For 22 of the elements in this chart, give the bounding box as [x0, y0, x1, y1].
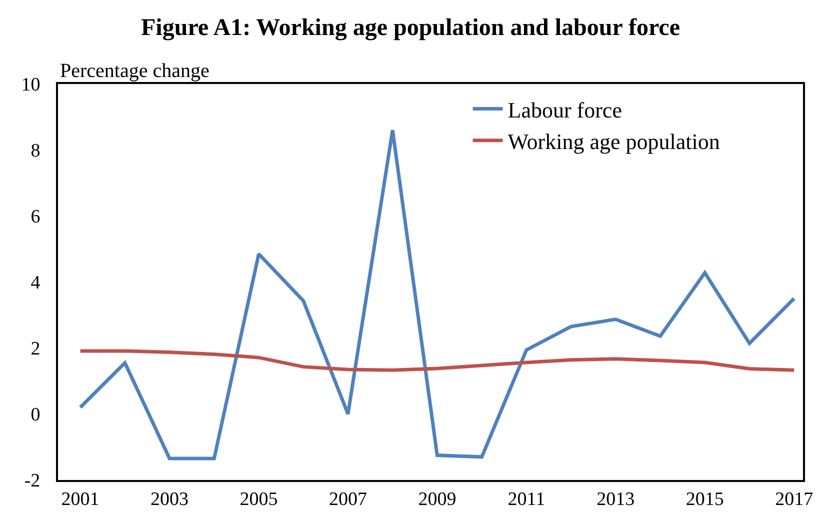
legend-label: Working age population: [508, 128, 720, 154]
line-series: [78, 128, 796, 460]
legend-label: Labour force: [508, 97, 622, 122]
x-tick-label: 2011: [508, 488, 546, 510]
x-tick-label: 2017: [775, 488, 814, 510]
x-tick-label: 2013: [596, 488, 635, 510]
y-tick-label: 6: [30, 206, 40, 228]
x-tick-label: 2003: [150, 488, 189, 510]
y-tick-label: 4: [30, 272, 41, 294]
y-axis-title: Percentage change: [60, 60, 210, 82]
x-tick-label: 2007: [328, 488, 367, 510]
chart-title: Figure A1: Working age population and labour force: [141, 15, 680, 41]
y-tick-label: -2: [24, 470, 40, 492]
x-tick-label: 2005: [240, 488, 278, 510]
y-tick-label: 2: [30, 338, 40, 360]
x-tick-label: 2009: [418, 488, 456, 510]
x-tick-label: 2015: [686, 488, 724, 510]
y-tick-label: 0: [30, 404, 40, 426]
x-tick-label: 2001: [61, 488, 100, 510]
y-tick-label: 8: [30, 140, 40, 162]
line-series: [78, 349, 796, 372]
y-tick-label: 10: [21, 74, 40, 96]
